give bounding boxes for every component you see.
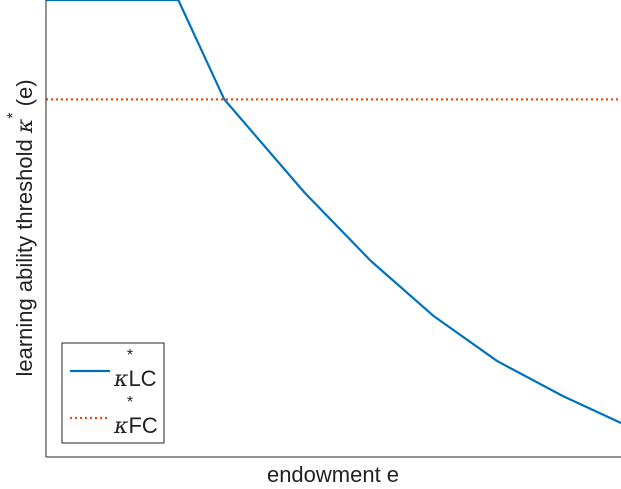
legend-label-fc-kappa: κ (113, 414, 129, 439)
legend-entry-fc: κFC * (70, 394, 158, 439)
y-axis-title-suffix: (e) (12, 79, 37, 112)
plot-lines (46, 0, 621, 424)
y-axis-title: learning ability threshold κ* (e) (5, 79, 38, 376)
legend-label-fc-sub: FC (128, 413, 157, 438)
y-axis-title-star: * (5, 112, 22, 118)
svg-text:κLC: κLC (113, 366, 157, 392)
y-axis-title-kappa: κ (13, 118, 38, 134)
y-axis-title-prefix: learning ability threshold (12, 133, 37, 376)
legend-entry-lc: κLC * (70, 347, 157, 392)
legend-label-lc-sub: LC (128, 366, 156, 391)
series-line-lc (46, 0, 621, 424)
legend-label-fc-star: * (127, 394, 133, 411)
legend-label-lc-kappa: κ (113, 367, 129, 392)
legend-box (61, 342, 165, 444)
x-axis-title: endowment e (267, 462, 399, 487)
legend-label-lc-star: * (127, 347, 133, 364)
svg-text:κFC: κFC (113, 413, 158, 439)
legend: κLC * κFC * (61, 342, 165, 444)
